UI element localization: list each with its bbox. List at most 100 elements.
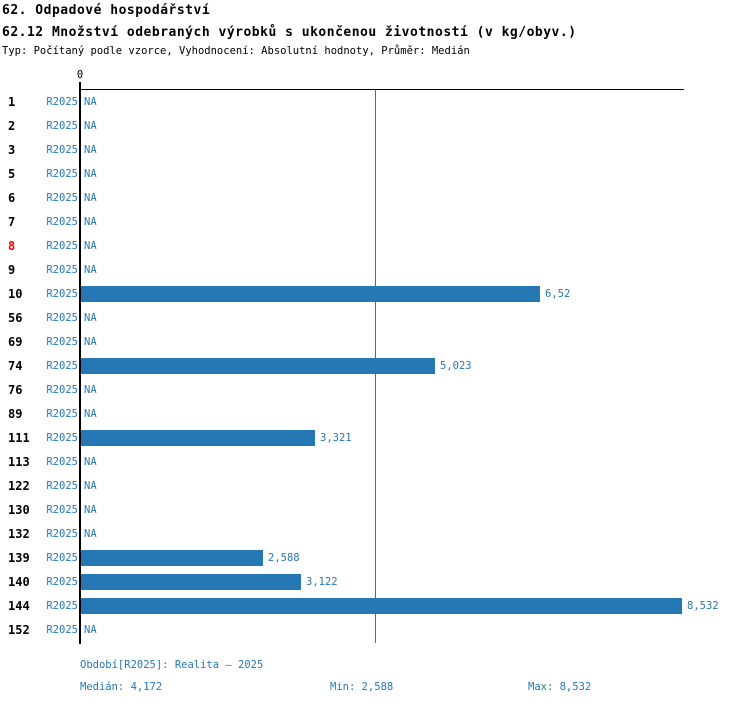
row-number: 56 <box>8 310 23 325</box>
table-row: 2 R2025 NA <box>0 114 750 138</box>
row-period-label: R2025 <box>46 143 78 156</box>
row-bar <box>81 573 301 590</box>
table-row: 3 R2025 NA <box>0 138 750 162</box>
row-period-label: R2025 <box>46 287 78 300</box>
row-number: 10 <box>8 286 23 301</box>
row-number: 6 <box>8 190 16 205</box>
row-period-label: R2025 <box>46 311 78 324</box>
row-bar <box>81 285 540 302</box>
row-na-value: NA <box>84 215 97 228</box>
row-na-value: NA <box>84 311 97 324</box>
row-bar-value: 6,52 <box>545 287 571 300</box>
row-number: 144 <box>8 598 30 613</box>
row-period-label: R2025 <box>46 215 78 228</box>
footer-max-stat: Max: 8,532 <box>528 681 592 693</box>
row-period-label: R2025 <box>46 575 78 588</box>
footer-median-stat: Medián: 4,172 <box>80 681 163 693</box>
table-row: 139 R2025 2,588 <box>0 546 750 570</box>
row-na-value: NA <box>84 95 97 108</box>
row-period-label: R2025 <box>46 191 78 204</box>
row-number: 7 <box>8 214 16 229</box>
row-na-value: NA <box>84 191 97 204</box>
row-period-label: R2025 <box>46 455 78 468</box>
y-axis-line <box>79 82 81 644</box>
row-bar <box>81 357 435 374</box>
table-row: 10 R2025 6,52 <box>0 282 750 306</box>
row-number: 74 <box>8 358 23 373</box>
row-number: 113 <box>8 454 30 469</box>
chart-title-line1: 62. Odpadové hospodářství <box>2 3 211 18</box>
table-row: 74 R2025 5,023 <box>0 354 750 378</box>
table-row: 6 R2025 NA <box>0 186 750 210</box>
row-period-label: R2025 <box>46 527 78 540</box>
row-number: 8 <box>8 238 16 253</box>
row-bar-value: 8,532 <box>687 599 719 612</box>
table-row: 76 R2025 NA <box>0 378 750 402</box>
table-row: 140 R2025 3,122 <box>0 570 750 594</box>
row-period-label: R2025 <box>46 431 78 444</box>
row-period-label: R2025 <box>46 407 78 420</box>
footer-period-label: Období[R2025]: Realita – 2025 <box>80 659 264 671</box>
row-na-value: NA <box>84 503 97 516</box>
row-number: 76 <box>8 382 23 397</box>
table-row: 132 R2025 NA <box>0 522 750 546</box>
x-axis-zero-tick-label: 0 <box>76 69 84 81</box>
table-row: 152 R2025 NA <box>0 618 750 642</box>
table-row: 144 R2025 8,532 <box>0 594 750 618</box>
row-period-label: R2025 <box>46 119 78 132</box>
row-number: 69 <box>8 334 23 349</box>
row-number: 152 <box>8 622 30 637</box>
table-row: 1 R2025 NA <box>0 90 750 114</box>
row-number: 122 <box>8 478 30 493</box>
row-period-label: R2025 <box>46 263 78 276</box>
table-row: 111 R2025 3,321 <box>0 426 750 450</box>
footer-min-stat: Min: 2,588 <box>330 681 394 693</box>
table-row: 7 R2025 NA <box>0 210 750 234</box>
row-bar-value: 3,321 <box>320 431 352 444</box>
table-row: 113 R2025 NA <box>0 450 750 474</box>
row-period-label: R2025 <box>46 359 78 372</box>
row-period-label: R2025 <box>46 551 78 564</box>
row-period-label: R2025 <box>46 623 78 636</box>
row-na-value: NA <box>84 335 97 348</box>
row-bar <box>81 597 682 614</box>
table-row: 122 R2025 NA <box>0 474 750 498</box>
table-row: 130 R2025 NA <box>0 498 750 522</box>
row-number: 89 <box>8 406 23 421</box>
row-na-value: NA <box>84 143 97 156</box>
row-period-label: R2025 <box>46 167 78 180</box>
table-row: 9 R2025 NA <box>0 258 750 282</box>
row-period-label: R2025 <box>46 383 78 396</box>
row-na-value: NA <box>84 407 97 420</box>
row-na-value: NA <box>84 455 97 468</box>
row-na-value: NA <box>84 623 97 636</box>
row-na-value: NA <box>84 263 97 276</box>
row-bar <box>81 429 315 446</box>
table-row: 89 R2025 NA <box>0 402 750 426</box>
row-number: 9 <box>8 262 16 277</box>
row-period-label: R2025 <box>46 599 78 612</box>
row-number: 1 <box>8 94 16 109</box>
row-bar-value: 3,122 <box>306 575 338 588</box>
row-na-value: NA <box>84 479 97 492</box>
table-row: 56 R2025 NA <box>0 306 750 330</box>
row-period-label: R2025 <box>46 95 78 108</box>
row-number: 139 <box>8 550 30 565</box>
row-na-value: NA <box>84 383 97 396</box>
row-number: 2 <box>8 118 16 133</box>
row-period-label: R2025 <box>46 335 78 348</box>
row-period-label: R2025 <box>46 239 78 252</box>
table-row: 8 R2025 NA <box>0 234 750 258</box>
table-row: 5 R2025 NA <box>0 162 750 186</box>
row-na-value: NA <box>84 119 97 132</box>
row-bar <box>81 549 263 566</box>
row-number: 5 <box>8 166 16 181</box>
row-number: 3 <box>8 142 16 157</box>
row-number: 111 <box>8 430 30 445</box>
chart-title-line2: 62.12 Množství odebraných výrobků s ukon… <box>2 25 577 40</box>
row-period-label: R2025 <box>46 503 78 516</box>
table-row: 69 R2025 NA <box>0 330 750 354</box>
row-na-value: NA <box>84 239 97 252</box>
row-na-value: NA <box>84 167 97 180</box>
